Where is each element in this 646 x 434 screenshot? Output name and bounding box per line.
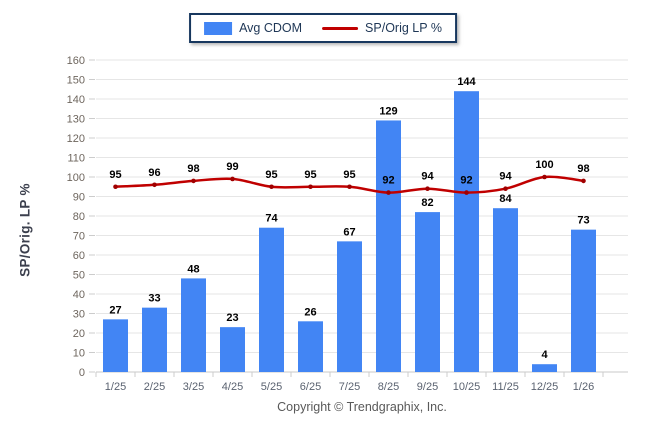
x-tick-label-5/25: 5/25 [261,381,282,393]
line-series-sp-orig-lp: 95 96 98 99 95 95 95 92 94 92 94 100 98 [109,159,590,195]
y-tick-label: 90 [73,192,85,204]
bar-5/25[interactable] [259,227,284,372]
x-tick-label-6/25: 6/25 [300,381,321,393]
y-tick-label: 140 [67,94,85,106]
y-tick-label: 40 [73,289,85,301]
line-value-label: 92 [382,175,394,187]
y-tick-label: 120 [67,133,85,145]
y-tick-label: 130 [67,114,85,126]
line-value-label: 95 [109,169,121,181]
bar-value-label: 73 [577,215,589,227]
bar-value-label: 74 [265,213,278,225]
x-tick-label-2/25: 2/25 [144,381,165,393]
bar-7/25[interactable] [337,241,362,372]
legend: Avg CDOM SP/Orig LP % [189,13,457,43]
bar-value-label: 26 [304,306,316,318]
line-point-7/25 [347,184,352,190]
line-value-label: 94 [499,171,512,183]
x-tick-label-9/25: 9/25 [417,381,438,393]
y-tick-label: 80 [73,211,85,223]
line-swatch-icon [322,26,359,30]
line-value-label: 92 [460,175,472,187]
y-tick-label: 110 [67,153,85,165]
bar-8/25[interactable] [376,120,401,372]
x-tick-label-11/25: 11/25 [492,381,519,393]
line-point-6/25 [308,184,313,190]
x-tick-label-1/26: 1/26 [573,381,594,393]
x-tick-label-7/25: 7/25 [339,381,360,393]
bar-value-label: 27 [109,304,121,316]
y-tick-label: 70 [73,231,85,243]
y-tick-label: 160 [67,55,85,67]
y-tick-label: 100 [67,172,85,184]
y-tick-label: 10 [73,348,85,360]
bar-1/26[interactable] [571,229,596,372]
line-point-11/25 [503,186,508,191]
y-tick-label: 50 [73,270,85,282]
y-tick-label: 150 [67,75,85,87]
y-tick-label: 0 [79,367,85,379]
bar-1/25[interactable] [103,319,128,372]
line-value-label: 95 [265,169,277,181]
bar-value-label: 67 [343,226,355,238]
line-value-label: 98 [187,163,199,175]
line-point-5/25 [269,184,274,190]
line-point-9/25 [425,186,430,191]
line-point-10/25 [464,190,469,195]
bar-value-label: 23 [226,312,238,324]
copyright-text: Copyright © Trendgraphix, Inc. [277,400,447,414]
x-tick-label-1/25: 1/25 [105,381,126,393]
line-point-12/25 [542,174,547,180]
bar-value-label: 129 [379,105,397,117]
legend-label-sp-orig-lp: SP/Orig LP % [365,21,442,35]
line-point-8/25 [386,190,391,195]
line-value-label: 96 [148,167,160,179]
x-tick-label-4/25: 4/25 [222,381,243,393]
x-tick-label-8/25: 8/25 [378,381,399,393]
bar-3/25[interactable] [181,278,206,372]
y-tick-label: 60 [73,250,85,262]
line-value-label: 94 [421,171,434,183]
bar-11/25[interactable] [493,208,518,372]
line-value-label: 100 [535,159,553,171]
bar-swatch-icon [204,21,233,35]
legend-item-avg-cdom[interactable]: Avg CDOM [204,21,302,35]
line-point-1/26 [581,178,586,184]
bar-12/25[interactable] [532,364,557,372]
bar-4/25[interactable] [220,327,245,372]
line-point-3/25 [191,178,196,184]
bar-9/25[interactable] [415,212,440,372]
bars-series-avg-cdom: 27 33 48 23 74 26 67 129 82 144 84 4 73 [103,76,596,372]
line-value-label: 95 [343,169,355,181]
line-value-label: 98 [577,163,589,175]
legend-label-avg-cdom: Avg CDOM [239,21,303,35]
bar-2/25[interactable] [142,307,167,372]
bar-10/25[interactable] [454,91,479,372]
y-tick-label: 20 [73,328,85,340]
line-value-label: 95 [304,169,316,181]
line-point-2/25 [152,182,157,188]
bar-value-label: 4 [541,349,548,361]
x-tick-label-3/25: 3/25 [183,381,204,393]
bar-value-label: 82 [421,197,433,209]
bar-value-label: 33 [148,293,160,305]
line-value-label: 99 [226,161,238,173]
legend-item-sp-orig-lp[interactable]: SP/Orig LP % [322,21,442,35]
x-tick-label-12/25: 12/25 [531,381,559,393]
line-point-4/25 [230,176,235,182]
y-tick-label: 30 [73,309,85,321]
bar-value-label: 48 [187,263,199,275]
line-point-1/25 [113,184,118,190]
bar-6/25[interactable] [298,321,323,372]
bar-value-label: 144 [457,76,476,88]
x-axis-labels: 1/25 2/25 3/25 4/25 5/25 6/25 7/25 8/25 9/25 10/2… [105,381,594,393]
bar-value-label: 84 [499,193,512,205]
x-tick-label-10/25: 10/25 [453,381,481,393]
